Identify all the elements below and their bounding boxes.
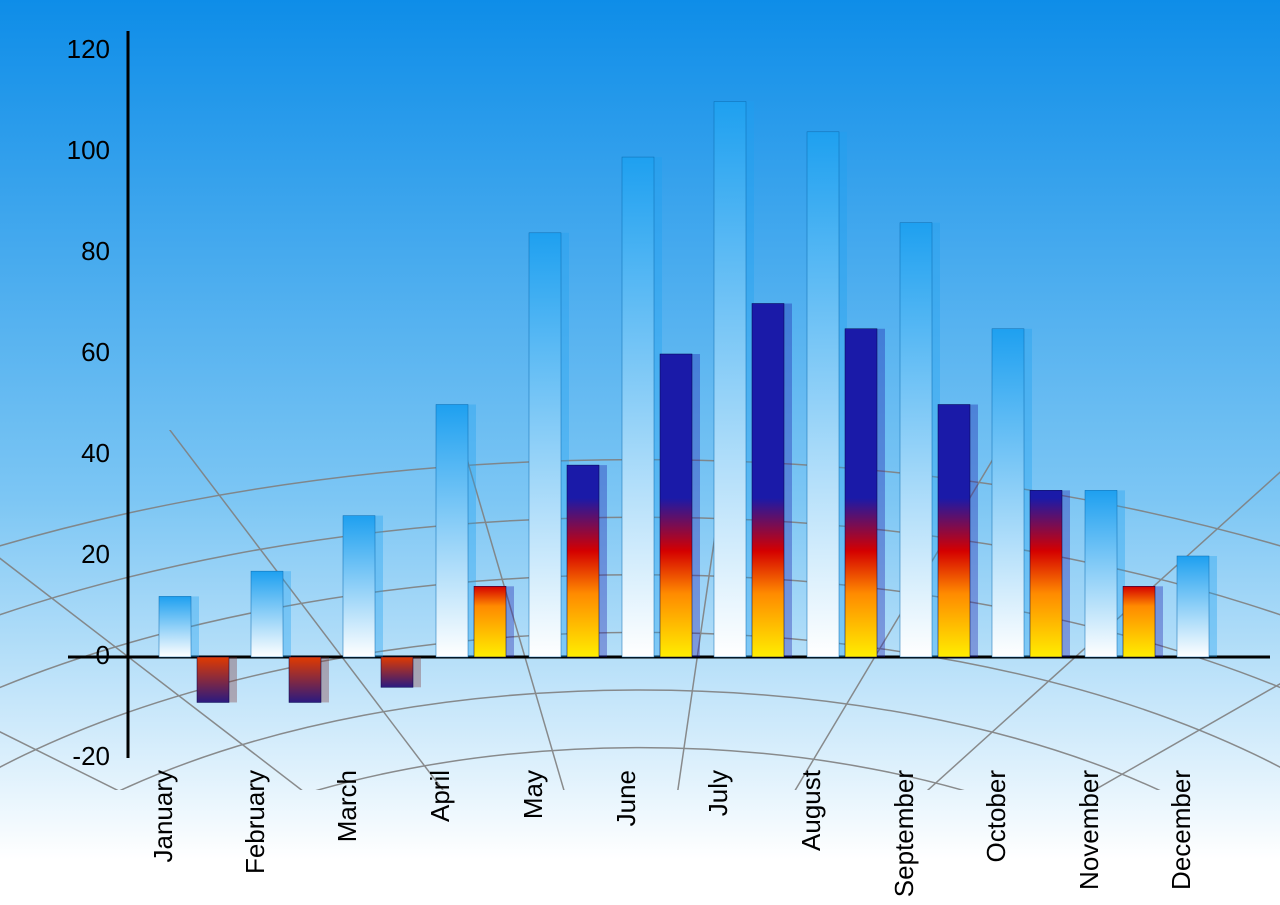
bar-series2 xyxy=(660,354,692,657)
bar-series2 xyxy=(567,465,599,657)
x-tick-label: February xyxy=(240,770,270,874)
bar-series1 xyxy=(436,405,468,658)
x-tick-label: April xyxy=(425,770,455,822)
y-tick-label: 80 xyxy=(81,236,110,266)
y-tick-label: 60 xyxy=(81,337,110,367)
bar-series2 xyxy=(1030,490,1062,657)
y-tick-label: 100 xyxy=(67,135,110,165)
chart-stage: -20 0 20 40 60 80 100 120 January February March Ap… xyxy=(0,0,1280,905)
bar-series1 xyxy=(714,102,746,658)
x-tick-label: September xyxy=(889,770,919,898)
bar-series1 xyxy=(622,157,654,657)
x-tick-label: October xyxy=(981,770,1011,863)
x-tick-label: November xyxy=(1074,770,1104,890)
bar-series1 xyxy=(900,223,932,657)
bar-series1 xyxy=(529,233,561,657)
bar-series2 xyxy=(474,586,506,657)
bar-series1 xyxy=(251,571,283,657)
bar-series2 xyxy=(938,405,970,658)
bar-series2 xyxy=(381,657,413,687)
y-tick-label: 20 xyxy=(81,539,110,569)
bar-series1 xyxy=(343,516,375,657)
x-tick-label: July xyxy=(703,770,733,816)
bar-series2 xyxy=(197,657,229,702)
bar-series2 xyxy=(1123,586,1155,657)
y-tick-label: 120 xyxy=(67,34,110,64)
bar-series1 xyxy=(1177,556,1209,657)
bar-series2 xyxy=(289,657,321,702)
bar-series1 xyxy=(159,596,191,657)
bar-series1 xyxy=(807,132,839,657)
bar-series2 xyxy=(752,304,784,658)
x-tick-label: August xyxy=(796,769,826,851)
x-tick-label: June xyxy=(611,770,641,826)
chart-svg: -20 0 20 40 60 80 100 120 January February March Ap… xyxy=(0,0,1280,905)
y-tick-label: 0 xyxy=(96,640,110,670)
bar-series2 xyxy=(845,329,877,657)
x-tick-label: December xyxy=(1166,770,1196,890)
y-tick-label: -20 xyxy=(72,741,110,771)
bar-series1 xyxy=(992,329,1024,657)
bar-series1 xyxy=(1085,490,1117,657)
x-tick-label: May xyxy=(518,770,548,819)
y-tick-label: 40 xyxy=(81,438,110,468)
x-tick-label: January xyxy=(148,770,178,863)
x-tick-label: March xyxy=(332,770,362,842)
